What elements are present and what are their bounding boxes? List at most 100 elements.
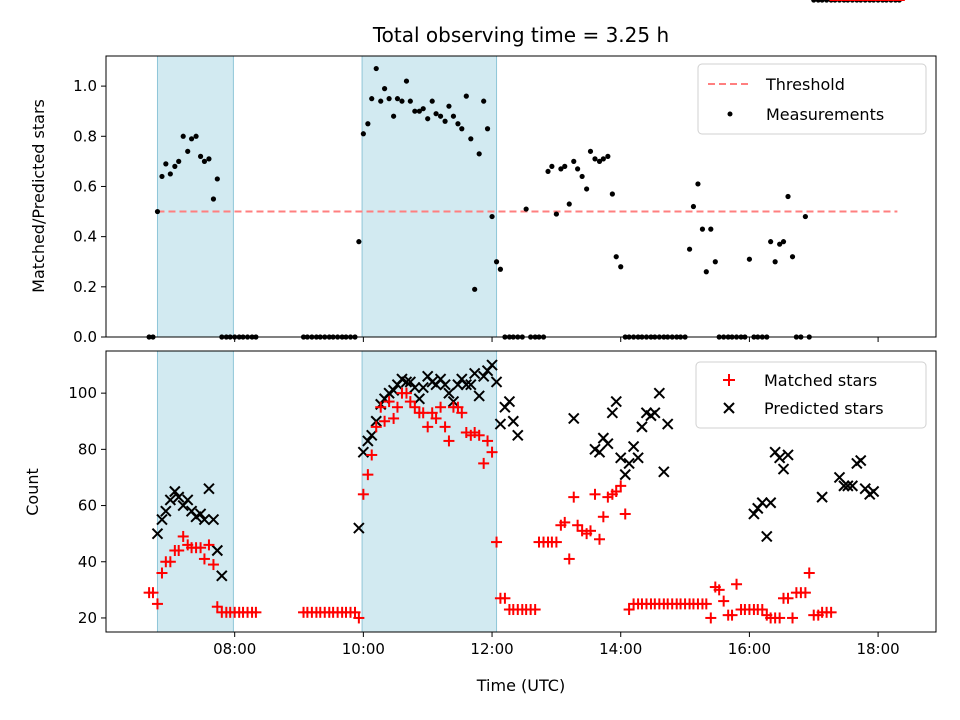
measurement-point <box>403 78 410 84</box>
predicted-star-point <box>460 379 473 391</box>
measurement-point <box>425 116 431 122</box>
predicted-star-point <box>782 449 794 461</box>
measurement-point <box>746 256 753 262</box>
predicted-star-point <box>602 438 614 450</box>
y-tick-label: 20 <box>78 609 97 627</box>
measurement-point <box>587 148 594 154</box>
matched-star-point <box>456 407 468 419</box>
predicted-star-point <box>816 491 828 503</box>
measurement-point <box>369 96 375 102</box>
measurement-point <box>399 98 405 104</box>
legend-predicted-label: Predicted stars <box>764 399 884 418</box>
predicted-star-point <box>503 395 516 408</box>
measurement-point <box>596 158 603 164</box>
legend-threshold-label: Threshold <box>765 75 845 94</box>
x-tick-label: 08:00 <box>213 640 256 658</box>
bottom-y-ticks: 20 40 60 80 100 <box>68 384 106 627</box>
predicted-star-point <box>606 407 619 419</box>
matched-star-point <box>597 511 609 523</box>
predicted-star-point <box>632 452 644 464</box>
predicted-star-point <box>777 463 790 475</box>
predicted-star-point <box>409 381 421 394</box>
measurement-point <box>407 98 413 104</box>
measurement-point <box>802 213 808 220</box>
matched-star-point <box>478 457 490 469</box>
measurement-point <box>523 206 529 212</box>
y-tick-label: 60 <box>78 497 97 515</box>
measurement-point <box>699 226 706 232</box>
measurement-point <box>437 113 444 119</box>
matched-star-point <box>486 446 498 458</box>
x-tick-label: 14:00 <box>599 640 642 658</box>
measurement-point <box>549 163 555 169</box>
measurement-point <box>386 96 392 102</box>
legend-matched-label: Matched stars <box>764 371 877 390</box>
bottom-x-ticks: 08:00 10:00 12:00 14:00 16:00 18:00 <box>213 632 900 658</box>
predicted-star-point <box>756 497 768 509</box>
measurement-point <box>613 254 619 260</box>
matched-star-point <box>430 412 442 424</box>
measurement-point <box>450 113 457 119</box>
matched-star-point <box>825 606 837 618</box>
matched-star-point <box>383 396 395 408</box>
matched-star-point <box>700 598 712 610</box>
measurement-point <box>154 208 161 215</box>
matched-star-point <box>787 612 799 624</box>
matched-star-point <box>718 595 730 607</box>
predicted-star-point <box>490 376 503 388</box>
measurement-point <box>206 156 212 162</box>
matched-star-point <box>211 601 223 613</box>
matched-star-point <box>404 396 416 408</box>
top-panel: 0.0 0.2 0.4 0.6 0.8 1.0 Matched/Predicted sta… <box>29 0 937 346</box>
predicted-star-point <box>867 485 880 498</box>
matched-star-point <box>572 519 584 531</box>
predicted-star-point <box>661 418 674 430</box>
predicted-star-point <box>486 359 498 371</box>
matched-star-point <box>499 592 511 604</box>
predicted-star-point <box>216 570 228 582</box>
predicted-star-point <box>172 491 185 503</box>
measurement-point <box>484 126 491 132</box>
matched-star-point <box>203 539 215 551</box>
matched-star-point <box>610 486 622 497</box>
matched-star-point <box>400 387 412 399</box>
predicted-star-point <box>653 387 666 399</box>
measurement-point <box>159 173 165 180</box>
legend-matched-swatch <box>723 374 735 386</box>
matched-star-point <box>349 606 361 618</box>
measurement-point <box>575 166 581 172</box>
matched-star-point <box>584 525 596 537</box>
measurement-point <box>708 226 714 232</box>
predicted-star-point <box>623 457 635 470</box>
predicted-star-point <box>512 429 524 442</box>
predicted-star-point <box>773 452 786 464</box>
measurement-point <box>592 156 598 162</box>
matched-star-point <box>473 429 485 441</box>
x-tick-label: 16:00 <box>728 640 771 658</box>
observing-window-1 <box>156 55 234 338</box>
matched-star-point <box>619 508 631 520</box>
predicted-star-point <box>833 471 846 484</box>
predicted-star-point <box>761 530 773 543</box>
predicted-star-point <box>443 387 455 399</box>
bottom-observing-windows <box>156 350 498 633</box>
measurement-point <box>416 108 422 114</box>
measurement-point <box>429 98 435 104</box>
matched-star-point <box>550 536 562 548</box>
matched-star-point <box>803 567 815 579</box>
predicted-star-point <box>593 446 606 458</box>
predicted-star-point <box>477 370 490 382</box>
predicted-star-point <box>627 440 640 453</box>
measurement-point <box>811 0 817 3</box>
matched-star-point <box>615 480 627 492</box>
matched-star-point <box>452 401 464 413</box>
matched-star-point <box>409 401 421 413</box>
measurement-point <box>378 98 384 104</box>
measurement-point <box>193 133 199 139</box>
bottom-axes-frame <box>105 350 937 633</box>
matched-star-point <box>379 415 391 427</box>
matched-star-point <box>731 578 743 590</box>
measurement-point <box>442 118 448 124</box>
y-tick-label: 40 <box>78 553 97 571</box>
